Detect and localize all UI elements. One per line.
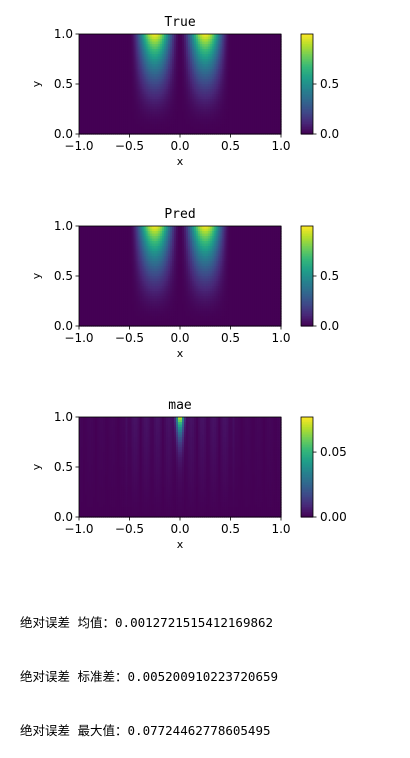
heatmap-cells bbox=[79, 226, 282, 327]
y-tick-label: 0.0 bbox=[54, 510, 73, 524]
y-tick-label: 0.5 bbox=[54, 269, 73, 283]
colorbar-tick-label: 0.00 bbox=[320, 510, 347, 524]
subplot-title: mae bbox=[168, 398, 192, 413]
stat-max: 绝对误差 最大值：0.07724462778605495 bbox=[20, 722, 278, 740]
x-tick-label: 0.5 bbox=[221, 139, 240, 153]
colorbar: 0.00 0.05 bbox=[301, 417, 347, 524]
x-tick-label: 0.0 bbox=[170, 522, 189, 536]
x-axis-label: x bbox=[177, 347, 184, 360]
x-tick-label: −0.5 bbox=[115, 522, 144, 536]
subplot-title: True bbox=[164, 15, 195, 30]
subplot-mae: mae −1.0 −0.5 0.0 0.5 1.0 0.0 0.5 1.0 x y 0.00 0.05 bbox=[30, 398, 347, 551]
x-tick-label: −0.5 bbox=[115, 331, 144, 345]
x-axis-label: x bbox=[177, 155, 184, 168]
subplot-title: Pred bbox=[164, 207, 195, 222]
x-tick-label: 0.0 bbox=[170, 331, 189, 345]
colorbar-tick-label: 0.05 bbox=[320, 445, 347, 459]
stat-std: 绝对误差 标准差：0.005200910223720659 bbox=[20, 668, 278, 686]
x-tick-label: 0.0 bbox=[170, 139, 189, 153]
y-axis-label: y bbox=[30, 463, 43, 470]
colorbar: 0.0 0.5 bbox=[301, 226, 339, 333]
x-tick-label: 1.0 bbox=[271, 139, 290, 153]
x-tick-label: −1.0 bbox=[64, 331, 93, 345]
x-tick-label: 0.5 bbox=[221, 331, 240, 345]
y-tick-label: 0.0 bbox=[54, 319, 73, 333]
x-tick-label: 1.0 bbox=[271, 331, 290, 345]
colorbar-tick-label: 0.0 bbox=[320, 319, 339, 333]
error-stats: 绝对误差 均值：0.0012721515412169862 绝对误差 标准差：0… bbox=[20, 578, 278, 758]
y-tick-label: 0.0 bbox=[54, 127, 73, 141]
colorbar-tick-label: 0.5 bbox=[320, 77, 339, 91]
colorbar: 0.0 0.5 bbox=[301, 34, 339, 141]
y-tick-label: 0.5 bbox=[54, 460, 73, 474]
y-tick-label: 1.0 bbox=[54, 410, 73, 424]
x-axis-label: x bbox=[177, 538, 184, 551]
y-axis-label: y bbox=[30, 272, 43, 279]
colorbar-tick-label: 0.0 bbox=[320, 127, 339, 141]
x-tick-label: 0.5 bbox=[221, 522, 240, 536]
colorbar-tick-label: 0.5 bbox=[320, 269, 339, 283]
y-tick-label: 1.0 bbox=[54, 27, 73, 41]
y-axis-label: y bbox=[30, 80, 43, 87]
x-tick-label: −0.5 bbox=[115, 139, 144, 153]
heatmap-cells bbox=[79, 417, 282, 518]
y-tick-label: 1.0 bbox=[54, 219, 73, 233]
x-tick-label: −1.0 bbox=[64, 139, 93, 153]
subplot-pred: Pred −1.0 −0.5 0.0 0.5 1.0 0.0 0.5 1.0 x y 0.0 0.5 bbox=[30, 207, 339, 360]
heatmap-cells bbox=[79, 34, 282, 135]
stat-mean: 绝对误差 均值：0.0012721515412169862 bbox=[20, 614, 278, 632]
subplot-true: True −1.0 −0.5 0.0 0.5 1.0 0.0 0.5 1.0 x y 0.0 0.5 bbox=[30, 15, 339, 168]
x-tick-label: 1.0 bbox=[271, 522, 290, 536]
y-tick-label: 0.5 bbox=[54, 77, 73, 91]
x-tick-label: −1.0 bbox=[64, 522, 93, 536]
